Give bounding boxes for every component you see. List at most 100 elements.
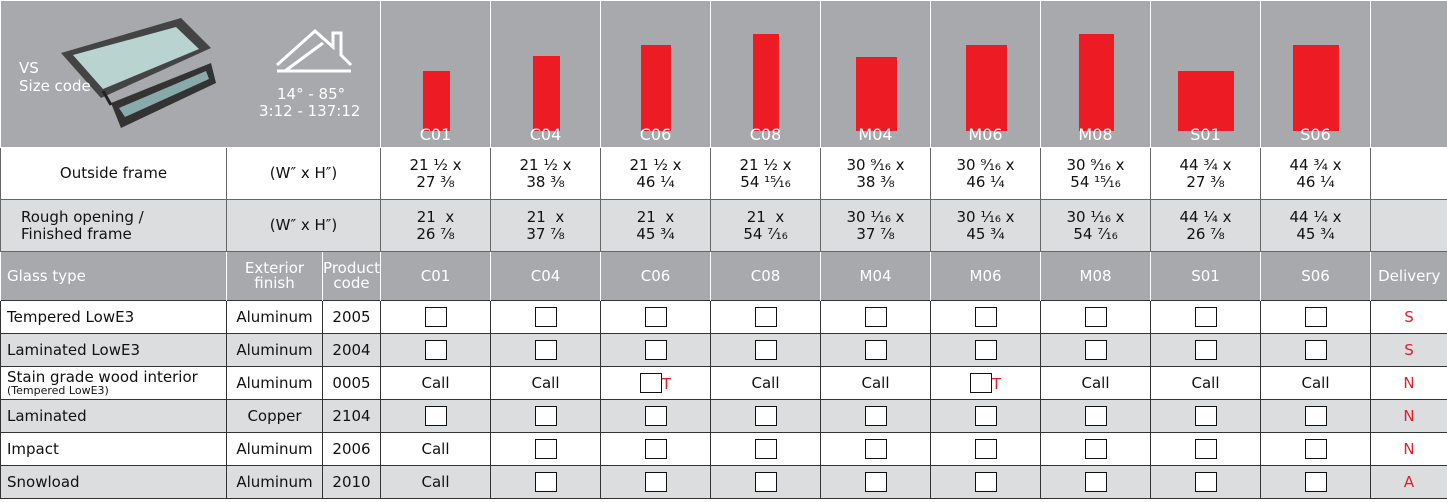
size-icon (533, 56, 560, 131)
size-cell: M04 (821, 1, 931, 148)
availability: Call (1261, 367, 1371, 400)
dimension-line: 27 ³⁄₈ (1151, 174, 1260, 191)
dimension-line: 21 ¹⁄₂ x (381, 157, 490, 174)
availability (821, 334, 931, 367)
dimension-line: 45 ³⁄₄ (931, 226, 1040, 243)
availability: Call (381, 466, 491, 499)
availability (821, 400, 931, 433)
size-cell: C08 (711, 1, 821, 148)
availability (711, 334, 821, 367)
call-text: Call (532, 374, 560, 392)
dimension-line: 54 ⁷⁄₁₆ (711, 226, 820, 243)
availability (1041, 400, 1151, 433)
glass-type-name: Stain grade wood interior (7, 370, 226, 385)
availability (821, 466, 931, 499)
glass-type: Impact (1, 433, 227, 466)
glass-type: Tempered LowE3 (1, 301, 227, 334)
availability (931, 301, 1041, 334)
availability (381, 400, 491, 433)
dimension: 30 ¹⁄₁₆ x54 ⁷⁄₁₆ (1041, 200, 1151, 252)
checkbox (645, 307, 667, 327)
glass-type: Laminated LowE3 (1, 334, 227, 367)
call-text: Call (752, 374, 780, 392)
size-code: C06 (601, 125, 710, 144)
column-header: S01 (1151, 252, 1261, 301)
product-code: 2005 (323, 301, 381, 334)
product-code: 2004 (323, 334, 381, 367)
checkbox (1305, 307, 1327, 327)
note-mark: T (662, 375, 671, 393)
finish: Aluminum (227, 466, 323, 499)
dimension-line: 37 ⁷⁄₈ (821, 226, 930, 243)
dimension-line: 46 ¹⁄₄ (931, 174, 1040, 191)
call-text: Call (422, 473, 450, 491)
size-code-label: Size code (19, 77, 91, 95)
dimension-line: 21 x (381, 209, 490, 226)
checkbox (645, 340, 667, 360)
availability (601, 400, 711, 433)
size-code: M08 (1041, 125, 1150, 144)
dimension-line: 54 ⁷⁄₁₆ (1041, 226, 1150, 243)
delivery: N (1371, 400, 1447, 433)
call-text: Call (422, 440, 450, 458)
dimension-line: 30 ¹⁄₁₆ x (821, 209, 930, 226)
dimension-line: 45 ³⁄₄ (1261, 226, 1370, 243)
availability: Call (381, 433, 491, 466)
finish: Aluminum (227, 367, 323, 400)
column-header: C08 (711, 252, 821, 301)
availability (931, 433, 1041, 466)
column-header: Glass type (1, 252, 227, 301)
availability (931, 334, 1041, 367)
size-icon (423, 71, 450, 131)
dimension-line: 26 ⁷⁄₈ (1151, 226, 1260, 243)
product-code: 2104 (323, 400, 381, 433)
availability (821, 301, 931, 334)
column-header: M04 (821, 252, 931, 301)
glass-type-name: Snowload (7, 475, 226, 490)
availability: Call (1151, 367, 1261, 400)
dimension-line: 45 ³⁄₄ (601, 226, 710, 243)
glass-type: Stain grade wood interior(Tempered LowE3… (1, 367, 227, 400)
checkbox (640, 373, 662, 393)
checkbox (975, 406, 997, 426)
column-header: Delivery (1371, 252, 1447, 301)
availability (1151, 334, 1261, 367)
dimension-line: 30 ⁹⁄₁₆ x (821, 157, 930, 174)
availability (381, 334, 491, 367)
column-header: C04 (491, 252, 601, 301)
dimension-line: 38 ³⁄₈ (821, 174, 930, 191)
availability: Call (381, 367, 491, 400)
glass-type: Snowload (1, 466, 227, 499)
finish: Aluminum (227, 334, 323, 367)
row-label: Rough opening /Finished frame (1, 200, 227, 252)
checkbox (865, 439, 887, 459)
dimension-line: 30 ⁹⁄₁₆ x (931, 157, 1040, 174)
column-header: S06 (1261, 252, 1371, 301)
availability (601, 301, 711, 334)
checkbox (645, 439, 667, 459)
dimension: 44 ³⁄₄ x27 ³⁄₈ (1151, 148, 1261, 200)
slope-degrees: 14° - 85° (277, 85, 345, 103)
size-code: M04 (821, 125, 930, 144)
availability (491, 334, 601, 367)
checkbox (1195, 472, 1217, 492)
checkbox (755, 406, 777, 426)
dimension-line: 30 ¹⁄₁₆ x (1041, 209, 1150, 226)
label-line: Rough opening / (21, 209, 226, 226)
availability (491, 433, 601, 466)
availability: Call (711, 367, 821, 400)
dimension-line: 54 ¹⁵⁄₁₆ (1041, 174, 1150, 191)
glass-type-note: (Tempered LowE3) (7, 385, 226, 397)
checkbox (535, 340, 557, 360)
row-label: Outside frame (1, 148, 227, 200)
checkbox (1305, 439, 1327, 459)
checkbox (1305, 340, 1327, 360)
checkbox (425, 340, 447, 360)
